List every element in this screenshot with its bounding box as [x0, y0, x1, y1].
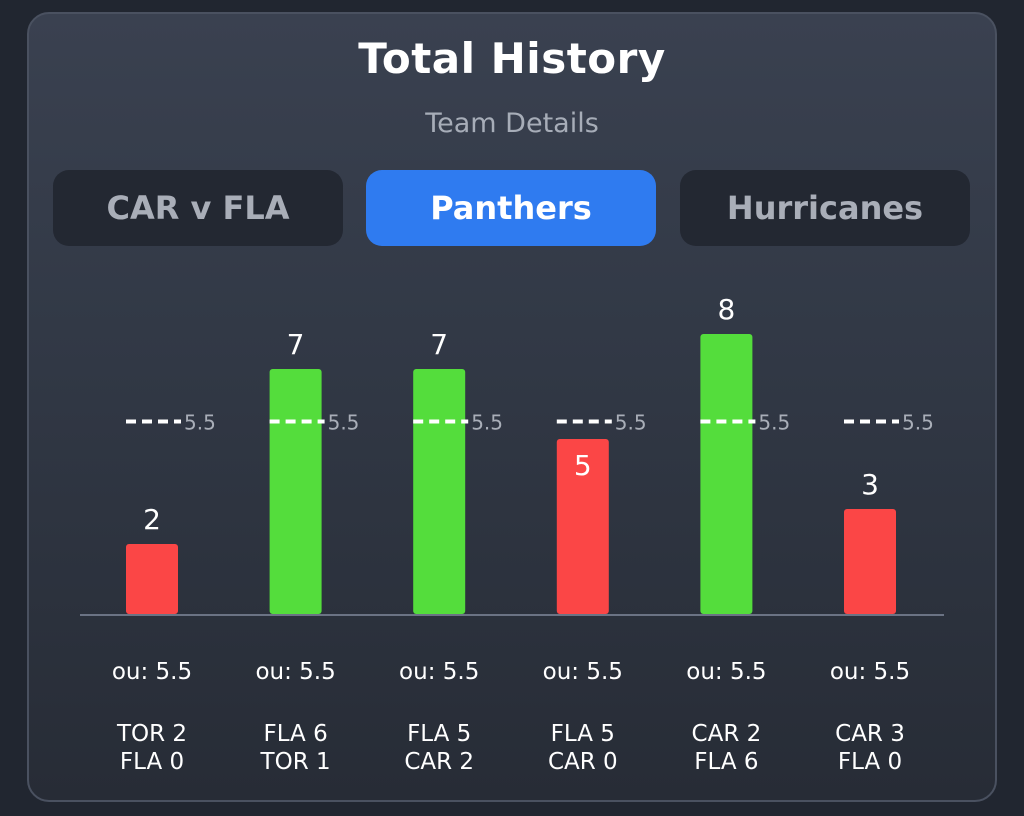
- score-line1-1: TOR 2: [116, 721, 187, 747]
- page-title: Total History: [358, 34, 666, 83]
- score-line1-4: FLA 5: [551, 721, 615, 747]
- score-line2-3: CAR 2: [404, 749, 474, 775]
- tab-panthers[interactable]: Panthers: [366, 170, 656, 246]
- threshold-label-2: 5.5: [328, 411, 360, 435]
- tab-hurricanes[interactable]: Hurricanes: [680, 170, 970, 246]
- bar-1: [126, 544, 178, 614]
- bar-2: [269, 369, 322, 614]
- value-label-1: 2: [143, 503, 161, 536]
- ou-label-5: ou: 5.5: [686, 659, 766, 685]
- tab-matchup[interactable]: CAR v FLA: [53, 170, 343, 246]
- page-subtitle: Team Details: [425, 108, 599, 139]
- score-line1-5: CAR 2: [692, 721, 762, 747]
- ou-label-1: ou: 5.5: [112, 659, 192, 685]
- bar-3: [413, 369, 466, 614]
- threshold-label-1: 5.5: [184, 411, 216, 435]
- value-label-3: 7: [430, 328, 448, 361]
- score-line2-4: CAR 0: [548, 749, 618, 775]
- threshold-label-3: 5.5: [471, 411, 503, 435]
- score-line1-3: FLA 5: [407, 721, 471, 747]
- score-line2-5: FLA 6: [694, 749, 758, 775]
- value-label-2: 7: [287, 328, 305, 361]
- threshold-label-5: 5.5: [758, 411, 790, 435]
- score-line2-6: FLA 0: [838, 749, 902, 775]
- ou-label-4: ou: 5.5: [543, 659, 623, 685]
- bar-4: [556, 439, 609, 614]
- ou-label-6: ou: 5.5: [830, 659, 910, 685]
- value-label-6: 3: [861, 468, 879, 501]
- score-line1-2: FLA 6: [263, 721, 327, 747]
- ou-label-3: ou: 5.5: [399, 659, 479, 685]
- threshold-label-6: 5.5: [902, 411, 934, 435]
- score-line1-6: CAR 3: [835, 721, 905, 747]
- score-line2-1: FLA 0: [120, 749, 184, 775]
- value-label-5: 8: [717, 293, 735, 326]
- threshold-label-4: 5.5: [615, 411, 647, 435]
- total-history-card: [27, 12, 997, 802]
- ou-label-2: ou: 5.5: [255, 659, 335, 685]
- value-label-4: 5: [574, 449, 592, 482]
- bar-5: [700, 334, 753, 614]
- bar-6: [844, 509, 896, 614]
- score-line2-2: TOR 1: [260, 749, 331, 775]
